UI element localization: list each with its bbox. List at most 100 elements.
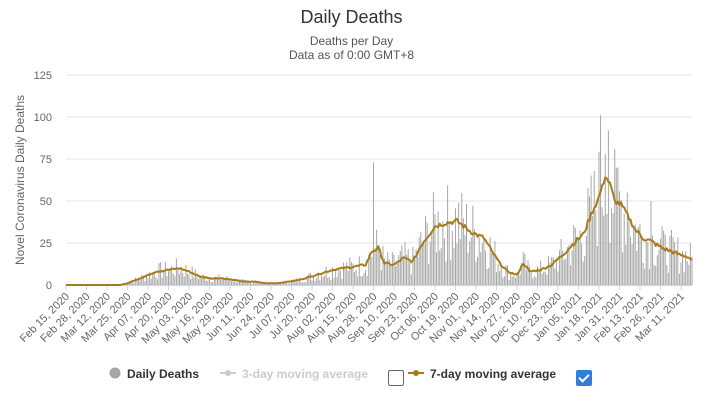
daily-death-bar: [598, 151, 600, 285]
daily-death-bar: [617, 167, 619, 285]
daily-death-bar: [607, 130, 609, 285]
daily-death-bar: [453, 247, 455, 285]
daily-death-bar: [596, 246, 598, 285]
daily-death-bar: [372, 162, 374, 285]
daily-death-bar: [606, 214, 608, 285]
daily-death-bar: [653, 264, 655, 285]
daily-death-bar: [145, 275, 147, 285]
daily-death-bar: [355, 269, 357, 285]
daily-death-bar: [440, 247, 442, 285]
daily-death-bar: [573, 225, 575, 285]
daily-death-bar: [495, 272, 497, 285]
daily-death-bar: [497, 263, 499, 285]
daily-death-bar: [511, 276, 513, 285]
daily-death-bar: [199, 275, 201, 285]
checkbox-3day[interactable]: [388, 370, 404, 386]
daily-death-bar: [462, 218, 464, 285]
daily-death-bar: [320, 275, 322, 285]
daily-death-bar: [622, 252, 624, 285]
daily-death-bar: [311, 280, 313, 285]
daily-death-bar: [513, 276, 515, 285]
legend-label-daily: Daily Deaths: [127, 367, 200, 381]
daily-death-bar: [581, 243, 583, 285]
daily-death-bar: [289, 283, 291, 285]
legend-item-7day[interactable]: 7-day moving average: [408, 364, 556, 384]
daily-death-bar: [341, 279, 343, 285]
daily-death-bar: [333, 277, 335, 285]
daily-death-bar: [379, 255, 381, 285]
daily-death-bar: [546, 274, 548, 285]
daily-death-bar: [413, 256, 415, 285]
daily-death-bar: [521, 262, 523, 285]
chart-data-date: Data as of 0:00 GMT+8: [288, 48, 415, 62]
daily-death-bar: [426, 222, 428, 285]
daily-death-bar: [633, 224, 635, 285]
y-tick-label: 75: [40, 154, 52, 166]
daily-death-bar: [131, 281, 133, 285]
daily-death-bar: [691, 256, 693, 285]
daily-death-bar: [507, 265, 509, 285]
daily-death-bar: [300, 281, 302, 285]
chart-subtitle: Deaths per Day: [309, 34, 394, 48]
daily-death-bar: [680, 262, 682, 285]
daily-death-bar: [308, 273, 310, 285]
daily-death-bar: [456, 243, 458, 285]
daily-death-bar: [436, 252, 438, 285]
daily-death-bar: [682, 250, 684, 285]
daily-death-bar: [423, 244, 425, 285]
daily-death-bar: [568, 244, 570, 285]
daily-death-bar: [544, 271, 546, 285]
daily-death-bar: [286, 282, 288, 285]
daily-death-bar: [688, 264, 690, 285]
daily-death-bar: [127, 284, 128, 285]
daily-death-bar: [160, 262, 162, 285]
daily-death-bar: [371, 256, 373, 285]
daily-death-bar: [254, 282, 256, 285]
daily-death-bar: [491, 253, 493, 285]
daily-death-bar: [167, 271, 169, 285]
daily-death-bar: [128, 283, 130, 285]
daily-death-bar: [226, 276, 228, 285]
daily-death-bar: [292, 279, 294, 285]
daily-death-bar: [246, 280, 248, 285]
daily-death-bar: [363, 273, 365, 285]
daily-death-bar: [339, 270, 341, 285]
daily-death-bar: [398, 255, 400, 285]
daily-death-bar: [161, 277, 163, 285]
legend-item-3day[interactable]: 3-day moving average: [220, 364, 368, 384]
daily-death-bar: [677, 237, 679, 285]
y-tick-label: 0: [46, 280, 52, 292]
daily-death-bar: [443, 238, 445, 285]
legend-item-daily-deaths[interactable]: Daily Deaths: [109, 364, 199, 384]
daily-death-bar: [477, 257, 479, 285]
daily-death-bar: [529, 266, 531, 285]
daily-death-bar: [565, 258, 567, 285]
daily-death-bar: [505, 265, 507, 285]
daily-death-bar: [158, 263, 160, 285]
checkbox-7day[interactable]: [576, 370, 592, 386]
daily-death-bar: [387, 252, 389, 285]
daily-death-bar: [180, 267, 182, 285]
daily-death-bar: [142, 275, 144, 285]
daily-death-bar: [584, 255, 586, 285]
daily-death-bar: [618, 191, 620, 285]
daily-death-bar: [366, 275, 368, 285]
daily-death-bar: [402, 256, 404, 285]
daily-death-bar: [661, 225, 663, 285]
daily-death-bar: [331, 267, 333, 285]
daily-death-bar: [384, 258, 386, 285]
daily-death-bar: [563, 259, 565, 285]
daily-death-bar: [648, 269, 650, 285]
daily-death-bar: [434, 214, 436, 285]
daily-death-bar: [577, 237, 579, 285]
daily-death-bar: [428, 263, 430, 285]
legend-line-icon: [220, 367, 236, 381]
daily-death-bar: [486, 268, 488, 285]
daily-death-bar: [130, 282, 132, 285]
daily-death-bar: [439, 250, 441, 285]
daily-death-bar: [328, 277, 330, 285]
daily-death-bar: [234, 278, 236, 285]
daily-death-bar: [139, 280, 141, 285]
daily-death-bar: [447, 185, 449, 285]
daily-death-bar: [484, 250, 486, 285]
